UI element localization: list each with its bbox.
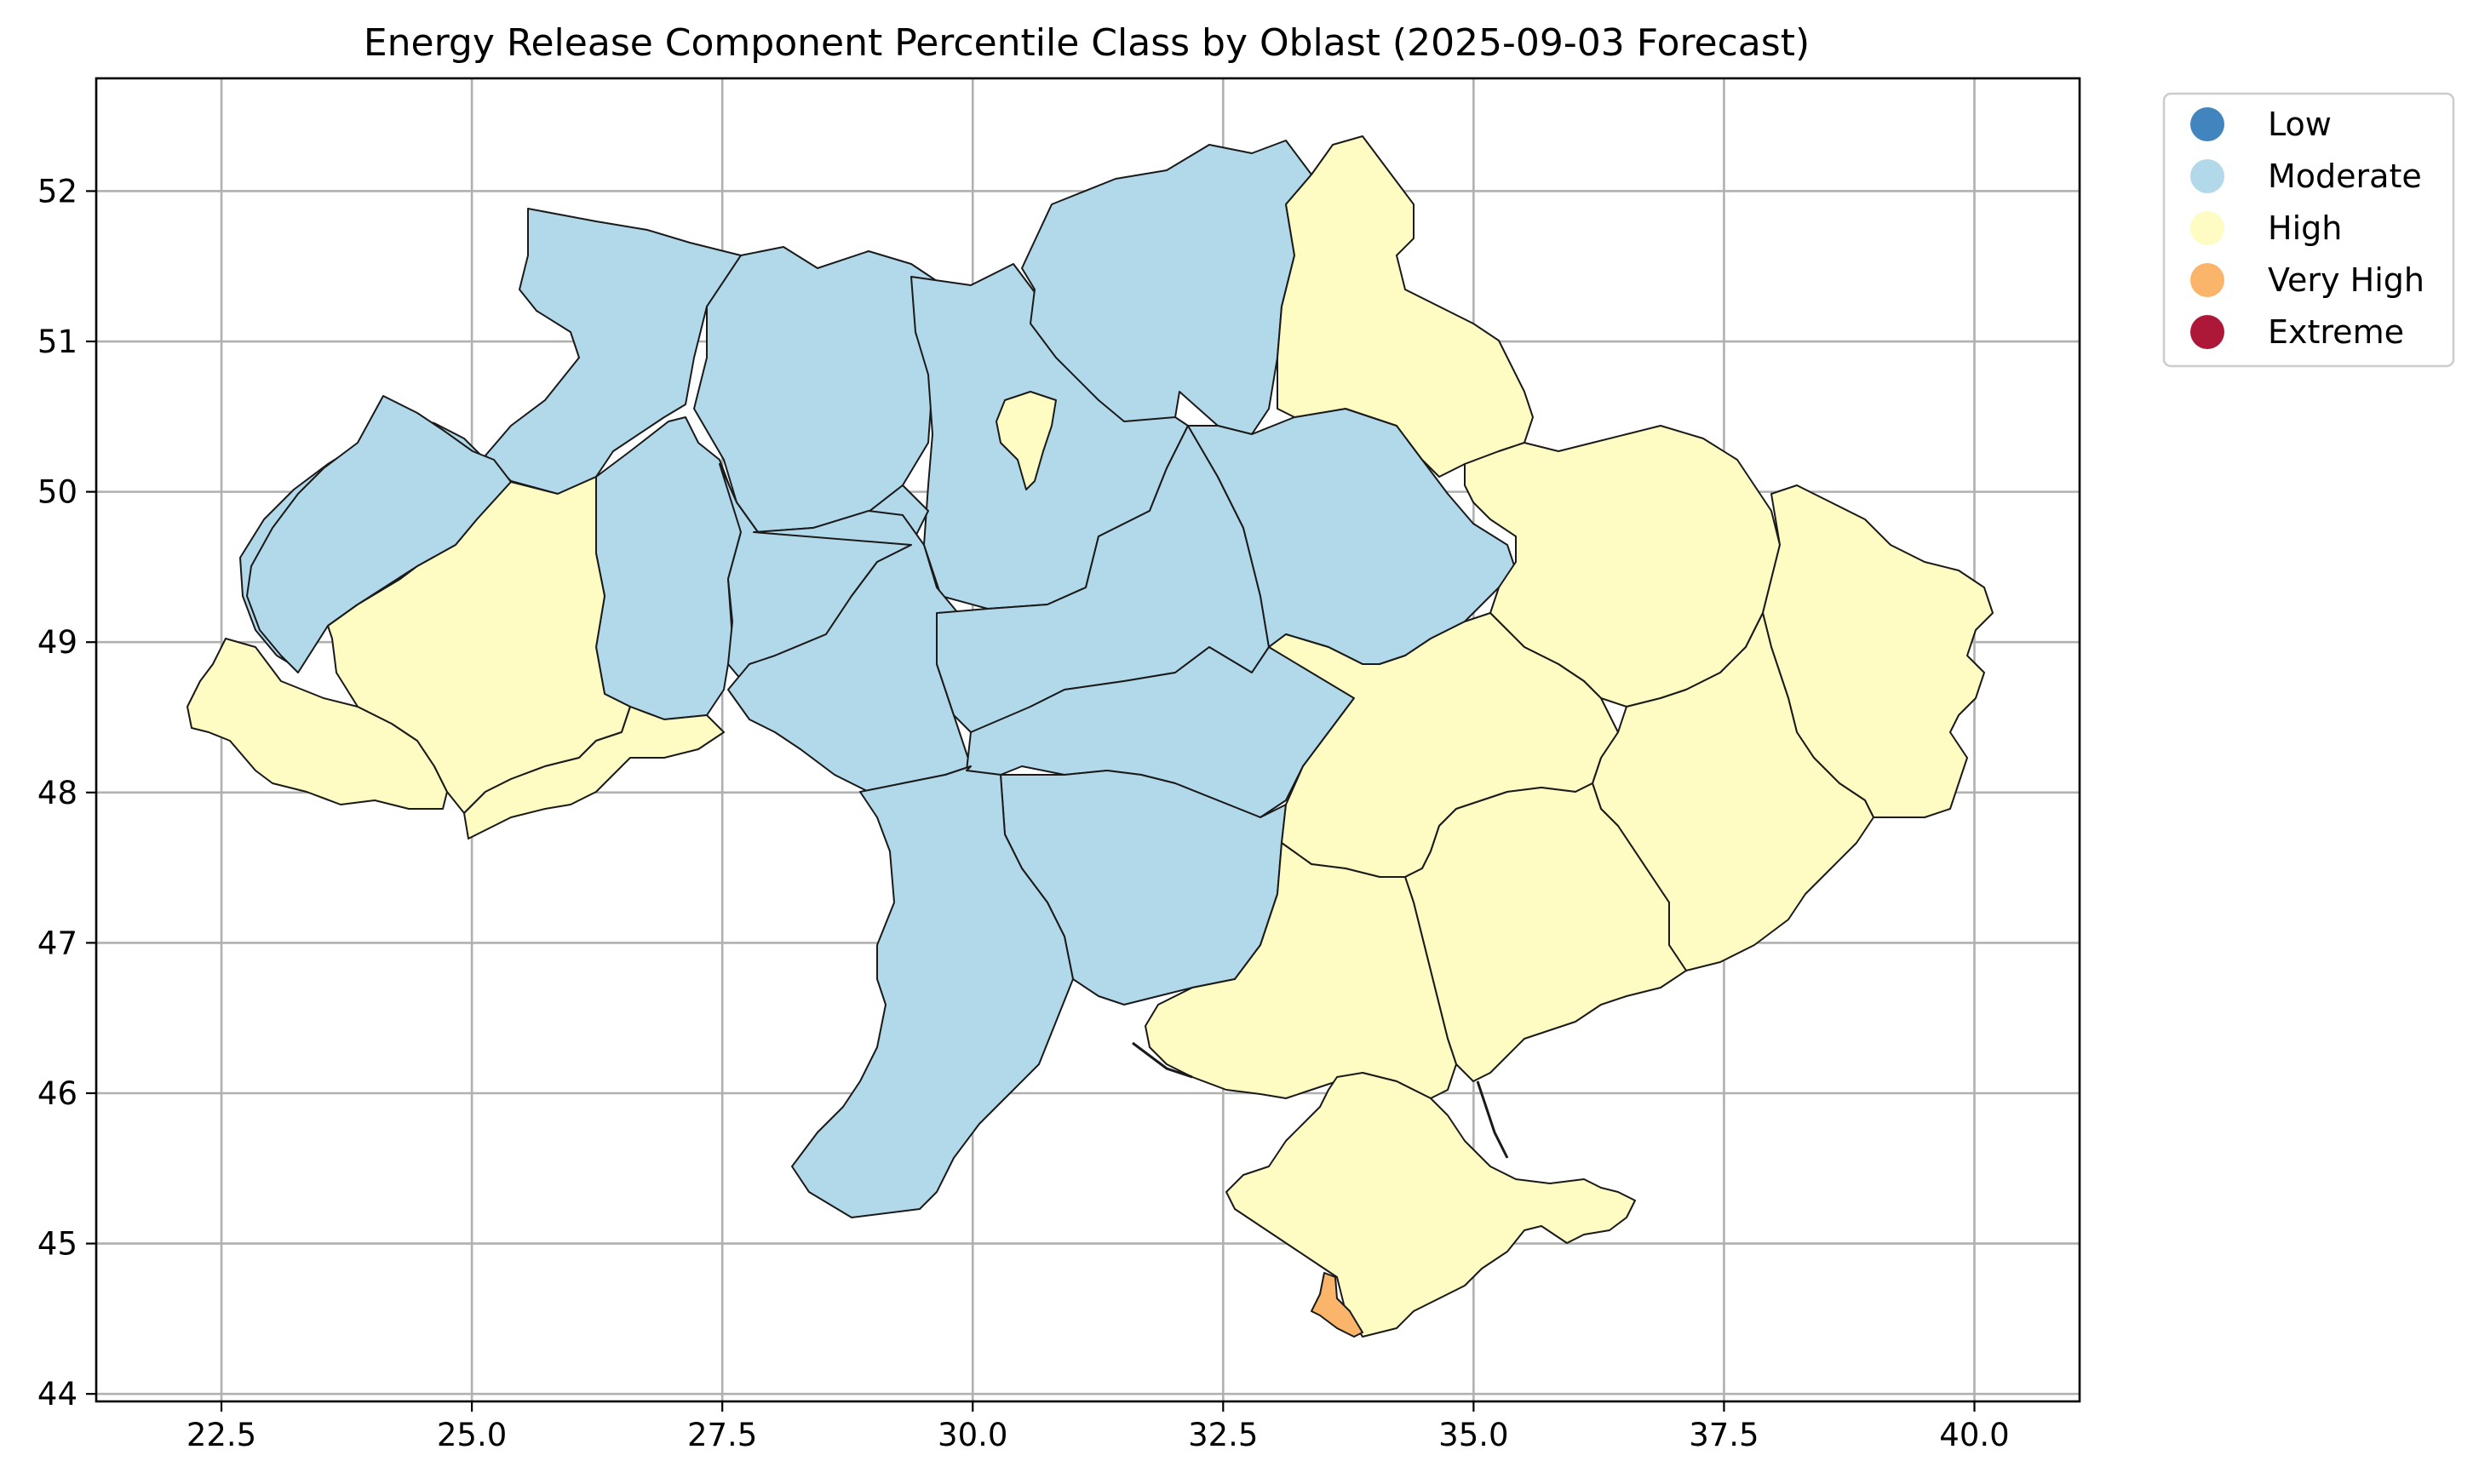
x-tick-label-1: 25.0	[437, 1417, 507, 1453]
region-zakarpattia	[186, 638, 448, 810]
x-tick-label-0: 22.5	[186, 1417, 256, 1453]
y-tick-label-5: 49	[37, 624, 77, 661]
legend: Low Moderate High Very High Extreme	[2162, 92, 2455, 368]
axis-ticks: 22.5 25.0 27.5 30.0 32.5 35.0 37.5 40.0 44 45 46 47…	[37, 173, 2010, 1453]
axes-frame	[95, 77, 2081, 1403]
legend-marker-extreme	[2190, 315, 2224, 349]
map-title: Energy Release Component Percentile Clas…	[364, 21, 1810, 65]
oblast-regions	[186, 135, 1994, 1338]
legend-marker-moderate	[2190, 159, 2224, 193]
y-tick-label-1: 45	[37, 1226, 77, 1263]
legend-label-very-high: Very High	[2268, 261, 2424, 299]
region-chernihiv	[1021, 140, 1312, 435]
x-tick-label-5: 35.0	[1438, 1417, 1508, 1453]
y-tick-label-0: 44	[37, 1376, 77, 1412]
legend-label-low: Low	[2268, 106, 2332, 143]
legend-marker-very-high	[2190, 263, 2224, 297]
plot-frame	[95, 77, 2081, 1403]
y-tick-label-7: 51	[37, 324, 77, 360]
y-tick-label-8: 52	[37, 173, 77, 209]
legend-marker-low	[2190, 107, 2224, 141]
region-kyiv-city	[996, 391, 1057, 490]
legend-box	[2162, 92, 2455, 368]
y-tick-label-2: 46	[37, 1075, 77, 1112]
x-tick-label-3: 30.0	[938, 1417, 1007, 1453]
x-tick-label-7: 40.0	[1939, 1417, 2009, 1453]
x-tick-label-2: 27.5	[687, 1417, 757, 1453]
spit-line-tendra	[1132, 1041, 1193, 1079]
spit-line-arabat	[1476, 1080, 1509, 1159]
legend-label-high: High	[2268, 209, 2342, 247]
region-ternopil	[595, 416, 742, 720]
legend-label-moderate: Moderate	[2268, 158, 2422, 195]
region-odesa	[791, 765, 1074, 1218]
x-tick-label-6: 37.5	[1689, 1417, 1759, 1453]
region-sevastopol	[1311, 1272, 1363, 1338]
legend-marker-high	[2190, 211, 2224, 245]
legend-label-extreme: Extreme	[2268, 313, 2404, 351]
y-tick-label-3: 47	[37, 925, 77, 961]
y-tick-label-6: 50	[37, 474, 77, 511]
region-sumy	[1277, 135, 1534, 478]
x-tick-label-4: 32.5	[1188, 1417, 1258, 1453]
y-tick-label-4: 48	[37, 775, 77, 811]
region-crimea	[1225, 1072, 1636, 1338]
region-chernivtsi	[463, 706, 725, 839]
